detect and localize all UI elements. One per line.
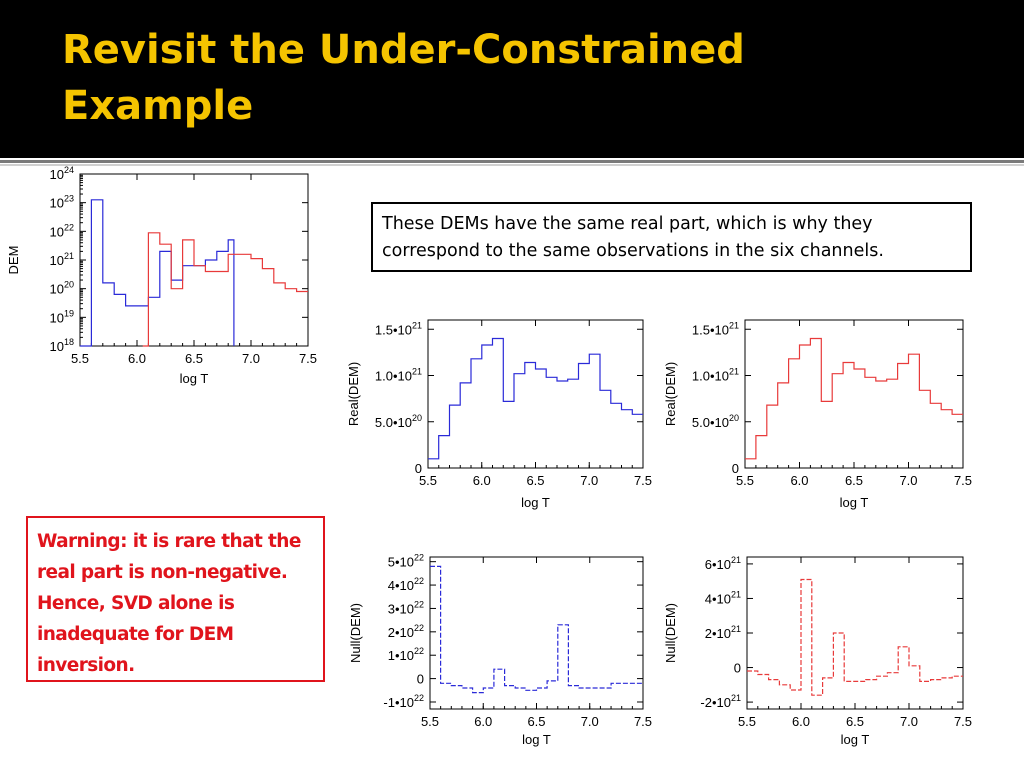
y-axis-label: Real(DEM) [663, 362, 678, 426]
x-tick-label: 7.0 [580, 473, 598, 488]
chart-dem: 5.5 6.0 6.5 7.0 7.5 1018 1019 1020 1021 1022 1023 1… [6, 165, 317, 386]
series-line-1 [428, 337, 643, 460]
y-tick-label: 1•1022 [388, 646, 424, 663]
x-tick-label: 7.0 [899, 473, 917, 488]
y-axis-label: Null(DEM) [663, 603, 678, 663]
warning-line-4: inadequate for DEM [37, 624, 234, 645]
x-axis-label: log T [180, 371, 209, 386]
x-tick-label: 6.5 [527, 714, 545, 729]
plot-frame [746, 556, 964, 710]
series-line-2 [142, 232, 308, 347]
x-tick-label: 7.5 [634, 473, 652, 488]
warning-box: Warning: it is rare that the real part i… [26, 516, 325, 682]
y-tick-label: 2•1021 [705, 624, 741, 641]
warning-line-1: Warning: it is rare that the [37, 531, 301, 552]
y-tick-label: 5.0•1020 [375, 413, 422, 430]
note-box: These DEMs have the same real part, whic… [371, 202, 972, 272]
slide-title-line-2: Example [62, 83, 254, 129]
y-tick-label: 1023 [50, 194, 74, 211]
y-tick-label: 1.0•1021 [692, 367, 739, 384]
x-tick-label: 6.0 [790, 473, 808, 488]
y-tick-label: 1019 [50, 308, 74, 325]
y-tick-label: 0 [417, 672, 424, 687]
slide-title-line-1: Revisit the Under-Constrained [62, 27, 745, 73]
x-axis-label: log T [840, 495, 869, 510]
chart-real-red: 5.5 6.0 6.5 7.0 7.5 0 5.0•1020 1.0•1021 1.5•1021… [663, 319, 972, 510]
x-tick-label: 7.0 [581, 714, 599, 729]
y-tick-label: 0 [415, 461, 422, 476]
x-tick-label: 5.5 [71, 351, 89, 366]
y-tick-label: -1•1022 [383, 693, 424, 710]
x-axis-label: log T [521, 495, 550, 510]
y-tick-label: 1020 [50, 280, 74, 297]
y-tick-label: 1024 [50, 165, 74, 182]
x-tick-label: 6.5 [845, 473, 863, 488]
chart-null-blue: 5.5 6.0 6.5 7.0 7.5 -1•1022 0 1•1022 2•1022 3•102… [348, 553, 652, 747]
series-line-1 [430, 565, 643, 694]
y-tick-label: 1.0•1021 [375, 367, 422, 384]
warning-line-3: Hence, SVD alone is [37, 593, 235, 614]
x-tick-label: 7.5 [954, 473, 972, 488]
x-tick-label: 6.0 [792, 714, 810, 729]
x-tick-label: 7.5 [634, 714, 652, 729]
y-tick-label: 1.5•1021 [692, 320, 739, 337]
y-tick-label: 1.5•1021 [375, 320, 422, 337]
slide-title: Revisit the Under-Constrained Example [62, 22, 745, 134]
x-tick-label: 7.0 [900, 714, 918, 729]
x-tick-label: 5.5 [736, 473, 754, 488]
y-axis-label: Null(DEM) [348, 603, 363, 663]
y-tick-label: 1018 [50, 337, 74, 354]
y-axis-label: DEM [6, 246, 21, 275]
x-tick-label: 6.0 [473, 473, 491, 488]
series-line-1 [747, 578, 963, 696]
warning-line-5: inversion. [37, 655, 135, 676]
x-axis-label: log T [841, 732, 870, 747]
y-tick-label: 0 [734, 661, 741, 676]
y-tick-label: 5.0•1020 [692, 413, 739, 430]
y-tick-label: 4•1022 [388, 576, 424, 593]
x-tick-label: 5.5 [738, 714, 756, 729]
y-axis-label: Real(DEM) [346, 362, 361, 426]
header-divider [0, 160, 1024, 163]
warning-line-2: real part is non-negative. [37, 562, 288, 583]
y-tick-label: 1022 [50, 222, 74, 239]
x-tick-label: 5.5 [421, 714, 439, 729]
x-tick-label: 7.0 [242, 351, 260, 366]
y-tick-label: 2•1022 [388, 623, 424, 640]
series-line-1 [745, 337, 963, 460]
chart-real-blue: 5.5 6.0 6.5 7.0 7.5 0 5.0•1020 1.0•1021 1.5•1021… [346, 319, 652, 510]
y-tick-label: 1021 [50, 251, 74, 268]
x-tick-label: 6.0 [474, 714, 492, 729]
x-tick-label: 7.5 [299, 351, 317, 366]
y-tick-label: -2•1021 [700, 693, 741, 710]
title-bar: Revisit the Under-Constrained Example [0, 0, 1024, 158]
x-axis-label: log T [522, 732, 551, 747]
header-divider-light [0, 164, 1024, 166]
note-text: These DEMs have the same real part, whic… [382, 214, 884, 261]
x-tick-label: 6.0 [128, 351, 146, 366]
x-tick-label: 7.5 [954, 714, 972, 729]
y-tick-label: 3•1022 [388, 599, 424, 616]
x-tick-label: 5.5 [419, 473, 437, 488]
series-line-1 [80, 199, 235, 347]
x-tick-label: 6.5 [526, 473, 544, 488]
x-tick-label: 6.5 [185, 351, 203, 366]
y-tick-label: 0 [732, 461, 739, 476]
x-tick-label: 6.5 [846, 714, 864, 729]
y-tick-label: 6•1021 [705, 555, 741, 572]
y-tick-label: 5•1022 [388, 553, 424, 570]
chart-null-red: 5.5 6.0 6.5 7.0 7.5 -2•1021 0 2•1021 4•1021 6•102… [663, 555, 972, 747]
y-tick-label: 4•1021 [705, 589, 741, 606]
